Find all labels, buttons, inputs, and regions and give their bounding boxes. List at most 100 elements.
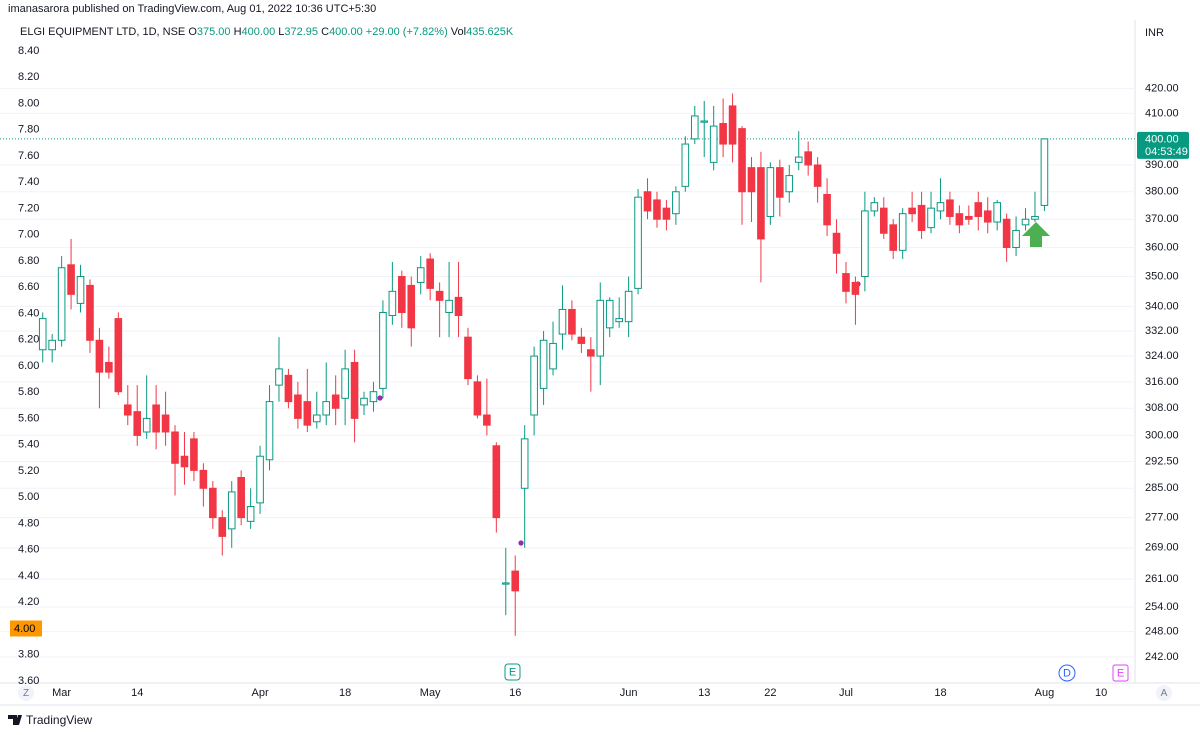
- y-tick-label: 4.20: [18, 596, 39, 608]
- dividend-marker[interactable]: D: [1063, 667, 1071, 679]
- up-arrow: [1022, 222, 1050, 247]
- candle-body: [936, 202, 945, 212]
- candle-body: [794, 156, 803, 163]
- candle-body: [265, 401, 274, 461]
- x-tick-label: 16: [509, 687, 521, 699]
- candle-body: [341, 368, 349, 399]
- candle-body: [851, 281, 860, 295]
- x-tick-label: Aug: [1035, 687, 1055, 699]
- zoom-button-bg[interactable]: [18, 685, 34, 701]
- y-tick-label: 3.80: [18, 649, 39, 661]
- candle-body: [917, 204, 926, 231]
- candle-body: [294, 394, 302, 419]
- x-tick-label: Apr: [252, 687, 269, 699]
- candle-body: [568, 308, 576, 335]
- candle-body: [38, 318, 47, 351]
- y-tick-label: 4.40: [18, 570, 39, 582]
- candle-body: [908, 207, 916, 215]
- y2-tick-label: 277.00: [1145, 512, 1179, 524]
- ohlc-h-label: H: [233, 26, 242, 38]
- candle-body: [719, 123, 727, 145]
- candle-body: [445, 299, 453, 313]
- x-tick-label: Mar: [52, 687, 71, 699]
- candle-body: [983, 210, 992, 223]
- candle-body: [57, 267, 66, 341]
- candle-body: [464, 336, 472, 380]
- candle-body: [1012, 229, 1020, 248]
- y2-tick-label: 308.00: [1145, 402, 1179, 414]
- candle-body: [842, 273, 850, 292]
- y2-tick-label: 360.00: [1145, 241, 1179, 253]
- candle-body: [86, 284, 94, 341]
- y-tick-label: 8.20: [18, 71, 39, 83]
- x-tick-label: 18: [339, 687, 351, 699]
- y2-tick-label: 370.00: [1145, 213, 1179, 225]
- y-tick-label: 4.60: [18, 544, 39, 556]
- y2-tick-label: 380.00: [1145, 186, 1179, 198]
- price-change: +29.00 (+7.82%): [365, 26, 448, 38]
- y2-tick-label: 248.00: [1145, 626, 1179, 638]
- earnings-marker[interactable]: E: [509, 666, 516, 678]
- event-dot: [518, 540, 524, 546]
- last-price-box: [1137, 131, 1189, 159]
- candle-body: [114, 318, 123, 393]
- ohlc-o: 375.00: [196, 26, 231, 38]
- candle-body: [360, 397, 368, 406]
- x-tick-label: 13: [698, 687, 710, 699]
- candle-body: [1002, 218, 1011, 248]
- candle-body: [539, 339, 548, 389]
- x-tick-label: Jun: [620, 687, 638, 699]
- y2-tick-label: 324.00: [1145, 350, 1179, 362]
- earnings-marker-box[interactable]: [504, 663, 521, 681]
- candle-body: [757, 167, 765, 240]
- y2-tick-label: 269.00: [1145, 542, 1179, 554]
- y-tick-label: 5.40: [18, 439, 39, 451]
- auto-button-bg[interactable]: [1156, 685, 1172, 701]
- y-tick-label: 5.00: [18, 491, 39, 503]
- candle-body: [511, 570, 520, 592]
- zoom-button[interactable]: Z: [23, 688, 29, 699]
- candle-body: [946, 199, 954, 217]
- y2-tick-label: 292.50: [1145, 455, 1179, 467]
- candle-body: [709, 125, 718, 163]
- candle-body: [312, 414, 321, 423]
- y-tick-label: 6.40: [18, 307, 39, 319]
- auto-button[interactable]: A: [1161, 688, 1168, 699]
- candle-body: [407, 284, 416, 329]
- candle-body: [142, 417, 151, 433]
- earnings-marker-box[interactable]: [1112, 664, 1129, 682]
- candle-body: [728, 105, 737, 145]
- ohlc-l-label: L: [278, 26, 285, 38]
- volume-label: Vol: [450, 26, 467, 38]
- candle-body: [435, 290, 444, 301]
- y-tick-label: 8.40: [18, 45, 39, 57]
- candle-body: [1021, 218, 1030, 226]
- x-tick-label: May: [420, 687, 441, 699]
- candle-body: [473, 381, 482, 416]
- candle-body: [161, 414, 170, 433]
- currency-label: INR: [1145, 27, 1164, 39]
- symbol: ELGI EQUIPMENT LTD, 1D, NSE: [20, 26, 186, 38]
- dividend-marker-circle[interactable]: [1058, 664, 1076, 682]
- candle-body: [284, 374, 293, 403]
- x-tick-label: 22: [764, 687, 776, 699]
- y-tick-label: 6.60: [18, 281, 39, 293]
- ohlc-h: 400.00: [241, 26, 276, 38]
- ohlc-l: 372.95: [284, 26, 319, 38]
- candle-body: [180, 455, 189, 468]
- candle-body: [426, 258, 434, 289]
- candle-body: [398, 276, 406, 313]
- candle-body: [237, 476, 245, 519]
- candle-body: [690, 115, 699, 140]
- candle-body: [303, 401, 312, 426]
- y2-tick-label: 410.00: [1145, 107, 1179, 119]
- candle-body: [681, 143, 690, 187]
- candle-body: [322, 401, 331, 416]
- candle-body: [171, 431, 179, 464]
- candle-body: [416, 267, 425, 283]
- y2-tick-label: 340.00: [1145, 300, 1179, 312]
- candle-body: [861, 210, 869, 278]
- x-tick-label: 10: [1095, 687, 1107, 699]
- earnings-marker[interactable]: E: [1117, 667, 1124, 679]
